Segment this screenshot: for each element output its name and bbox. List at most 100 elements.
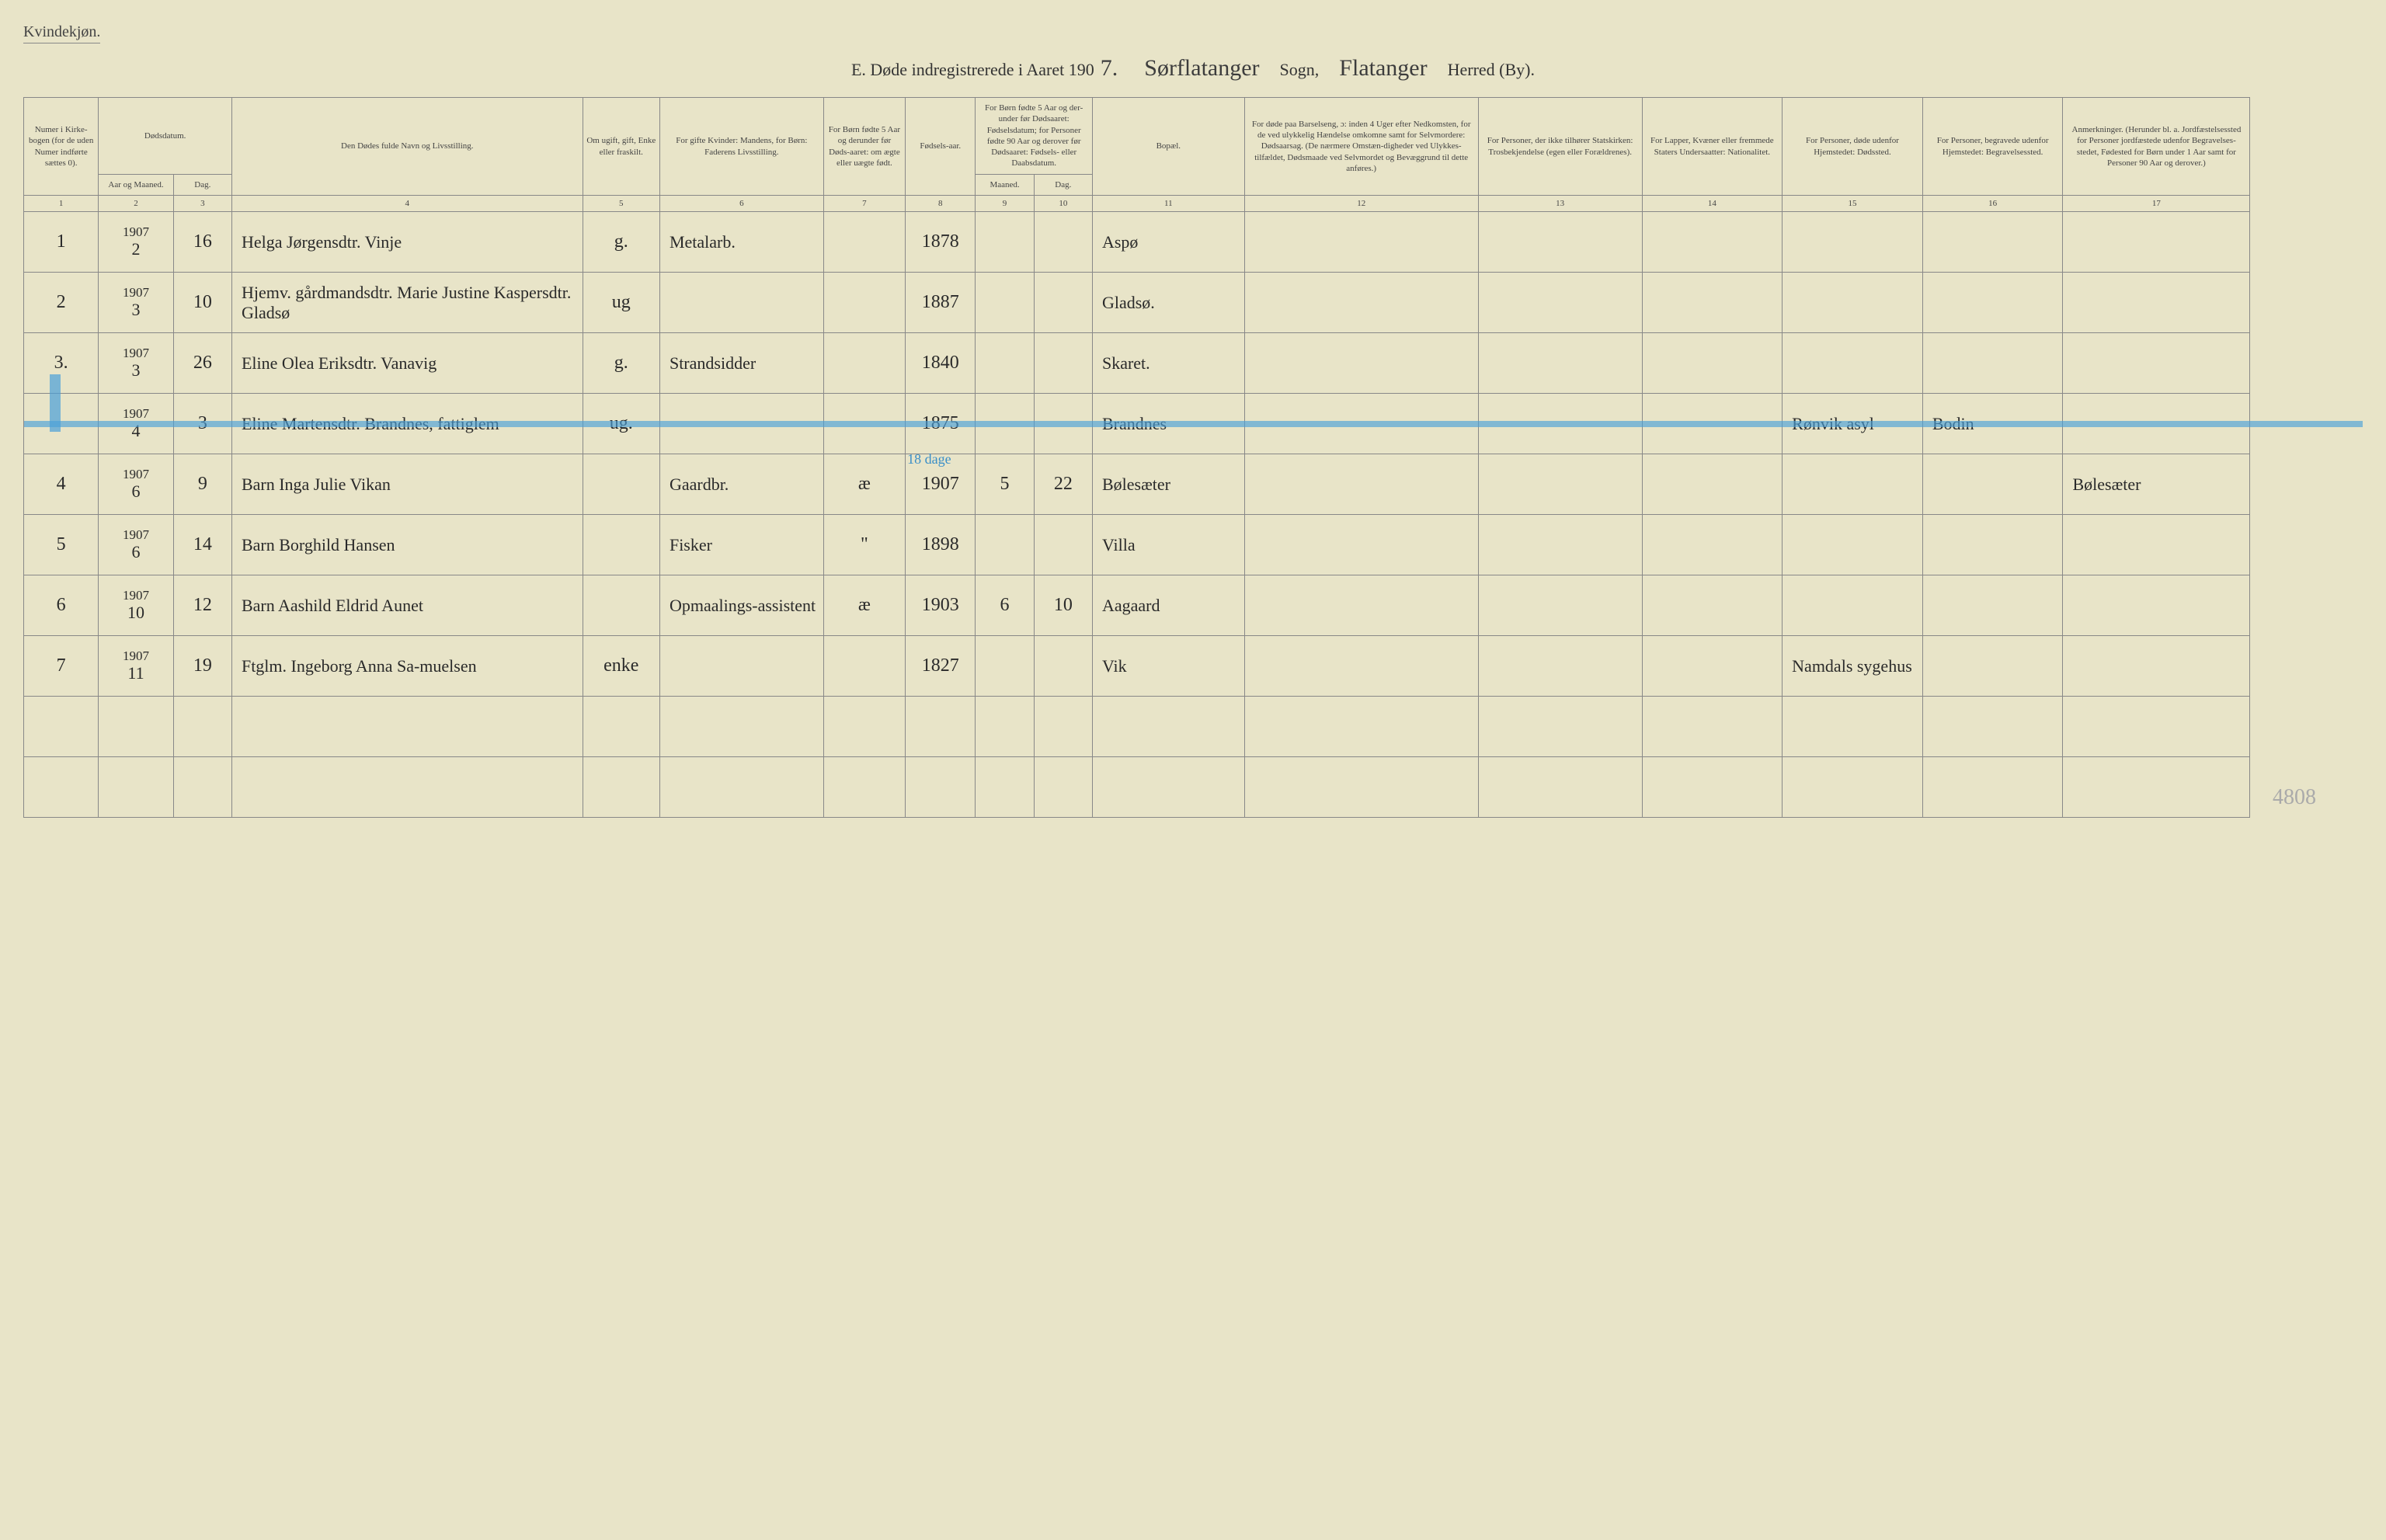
cell xyxy=(1642,212,1783,273)
cell: Metalarb. xyxy=(659,212,823,273)
empty-cell xyxy=(1922,757,2063,818)
cell xyxy=(1034,333,1092,394)
cell xyxy=(1478,636,1642,697)
cell xyxy=(1034,394,1092,454)
empty-cell xyxy=(24,697,99,757)
cell xyxy=(823,333,905,394)
table-row: 4190769Barn Inga Julie VikanGaardbr.æ190… xyxy=(24,454,2363,515)
cell xyxy=(583,575,659,636)
colnum: 7 xyxy=(823,196,905,212)
cell: 19073 xyxy=(99,273,173,333)
column-number-row: 1 2 3 4 5 6 7 8 9 10 11 12 13 14 15 16 1… xyxy=(24,196,2363,212)
cell: 1878 xyxy=(906,212,976,273)
colnum: 4 xyxy=(231,196,583,212)
table-header: Numer i Kirke-bogen (for de uden Numer i… xyxy=(24,98,2363,212)
table-row: 619071012Barn Aashild Eldrid AunetOpmaal… xyxy=(24,575,2363,636)
cell xyxy=(2063,273,2250,333)
cell xyxy=(823,212,905,273)
cell xyxy=(583,515,659,575)
cell: Eline Olea Eriksdtr. Vanavig xyxy=(231,333,583,394)
cell: Hjemv. gårdmandsdtr. Marie Justine Kaspe… xyxy=(231,273,583,333)
cell xyxy=(1922,333,2063,394)
empty-cell xyxy=(1642,697,1783,757)
cell xyxy=(976,394,1034,454)
cell: 2 xyxy=(24,273,99,333)
cell: Ftglm. Ingeborg Anna Sa-muelsen xyxy=(231,636,583,697)
empty-cell xyxy=(231,697,583,757)
empty-cell xyxy=(1478,697,1642,757)
cell xyxy=(1034,212,1092,273)
blue-annotation: 18 dage xyxy=(907,451,951,468)
table-row: 51907614Barn Borghild HansenFisker"1898V… xyxy=(24,515,2363,575)
cell xyxy=(1783,575,1923,636)
cell xyxy=(823,273,905,333)
empty-cell xyxy=(2063,697,2250,757)
empty-cell xyxy=(231,757,583,818)
table-body: 11907216Helga Jørgensdtr. Vinjeg.Metalar… xyxy=(24,212,2363,818)
cell xyxy=(1783,273,1923,333)
cell xyxy=(1478,515,1642,575)
col-header: For Lapper, Kvæner eller fremmede Stater… xyxy=(1642,98,1783,196)
empty-cell xyxy=(24,757,99,818)
cell: 14 xyxy=(173,515,231,575)
empty-cell xyxy=(1244,697,1478,757)
cell: 22 xyxy=(1034,454,1092,515)
cell xyxy=(1244,636,1478,697)
register-page: Kvindekjøn. E. Døde indregistrerede i Aa… xyxy=(23,23,2363,818)
cell xyxy=(1034,515,1092,575)
blue-pencil-mark xyxy=(50,374,61,432)
cell: 10 xyxy=(1034,575,1092,636)
cell xyxy=(1244,333,1478,394)
empty-cell xyxy=(906,697,976,757)
col-header: Anmerkninger. (Herunder bl. a. Jordfæste… xyxy=(2063,98,2250,196)
table-row: 719071119Ftglm. Ingeborg Anna Sa-muelsen… xyxy=(24,636,2363,697)
cell xyxy=(1478,273,1642,333)
cell: Eline Martensdtr. Brandnes, fattiglem xyxy=(231,394,583,454)
empty-cell xyxy=(1922,697,2063,757)
colnum: 15 xyxy=(1783,196,1923,212)
empty-cell xyxy=(99,697,173,757)
colnum: 12 xyxy=(1244,196,1478,212)
empty-cell xyxy=(1092,757,1244,818)
cell xyxy=(1244,273,1478,333)
cell xyxy=(1244,394,1478,454)
cell xyxy=(2063,333,2250,394)
cell: 4 xyxy=(24,454,99,515)
cell xyxy=(1478,394,1642,454)
cell: 6 xyxy=(976,575,1034,636)
cell: 26 xyxy=(173,333,231,394)
cell xyxy=(1478,333,1642,394)
cell xyxy=(1922,515,2063,575)
cell: 1840 xyxy=(906,333,976,394)
col-header: Den Dødes fulde Navn og Livsstilling. xyxy=(231,98,583,196)
cell xyxy=(2063,212,2250,273)
cell: 1887 xyxy=(906,273,976,333)
cell: 10 xyxy=(173,273,231,333)
col-subheader: Maaned. xyxy=(976,174,1034,195)
cell: 19076 xyxy=(99,454,173,515)
col-header: For Børn fødte 5 Aar og derunder før Død… xyxy=(823,98,905,196)
cell xyxy=(1244,212,1478,273)
cell xyxy=(659,636,823,697)
cell: 9 xyxy=(173,454,231,515)
empty-cell xyxy=(1034,697,1092,757)
herred-value: Flatanger xyxy=(1333,55,1433,82)
cell: Strandsidder xyxy=(659,333,823,394)
cell xyxy=(1783,515,1923,575)
col-header: For Personer, der ikke tilhører Statskir… xyxy=(1478,98,1642,196)
cell xyxy=(1642,394,1783,454)
cell xyxy=(976,636,1034,697)
cell: 3. xyxy=(24,333,99,394)
cell xyxy=(2063,575,2250,636)
empty-cell xyxy=(99,757,173,818)
col-header: For Personer, døde udenfor Hjemstedet: D… xyxy=(1783,98,1923,196)
cell: Gladsø. xyxy=(1092,273,1244,333)
cell: Barn Aashild Eldrid Aunet xyxy=(231,575,583,636)
cell xyxy=(1034,636,1092,697)
cell: Vik xyxy=(1092,636,1244,697)
cell: 1903 xyxy=(906,575,976,636)
cell: 19076 xyxy=(99,515,173,575)
colnum: 9 xyxy=(976,196,1034,212)
cell: 19 xyxy=(173,636,231,697)
cell: Skaret. xyxy=(1092,333,1244,394)
